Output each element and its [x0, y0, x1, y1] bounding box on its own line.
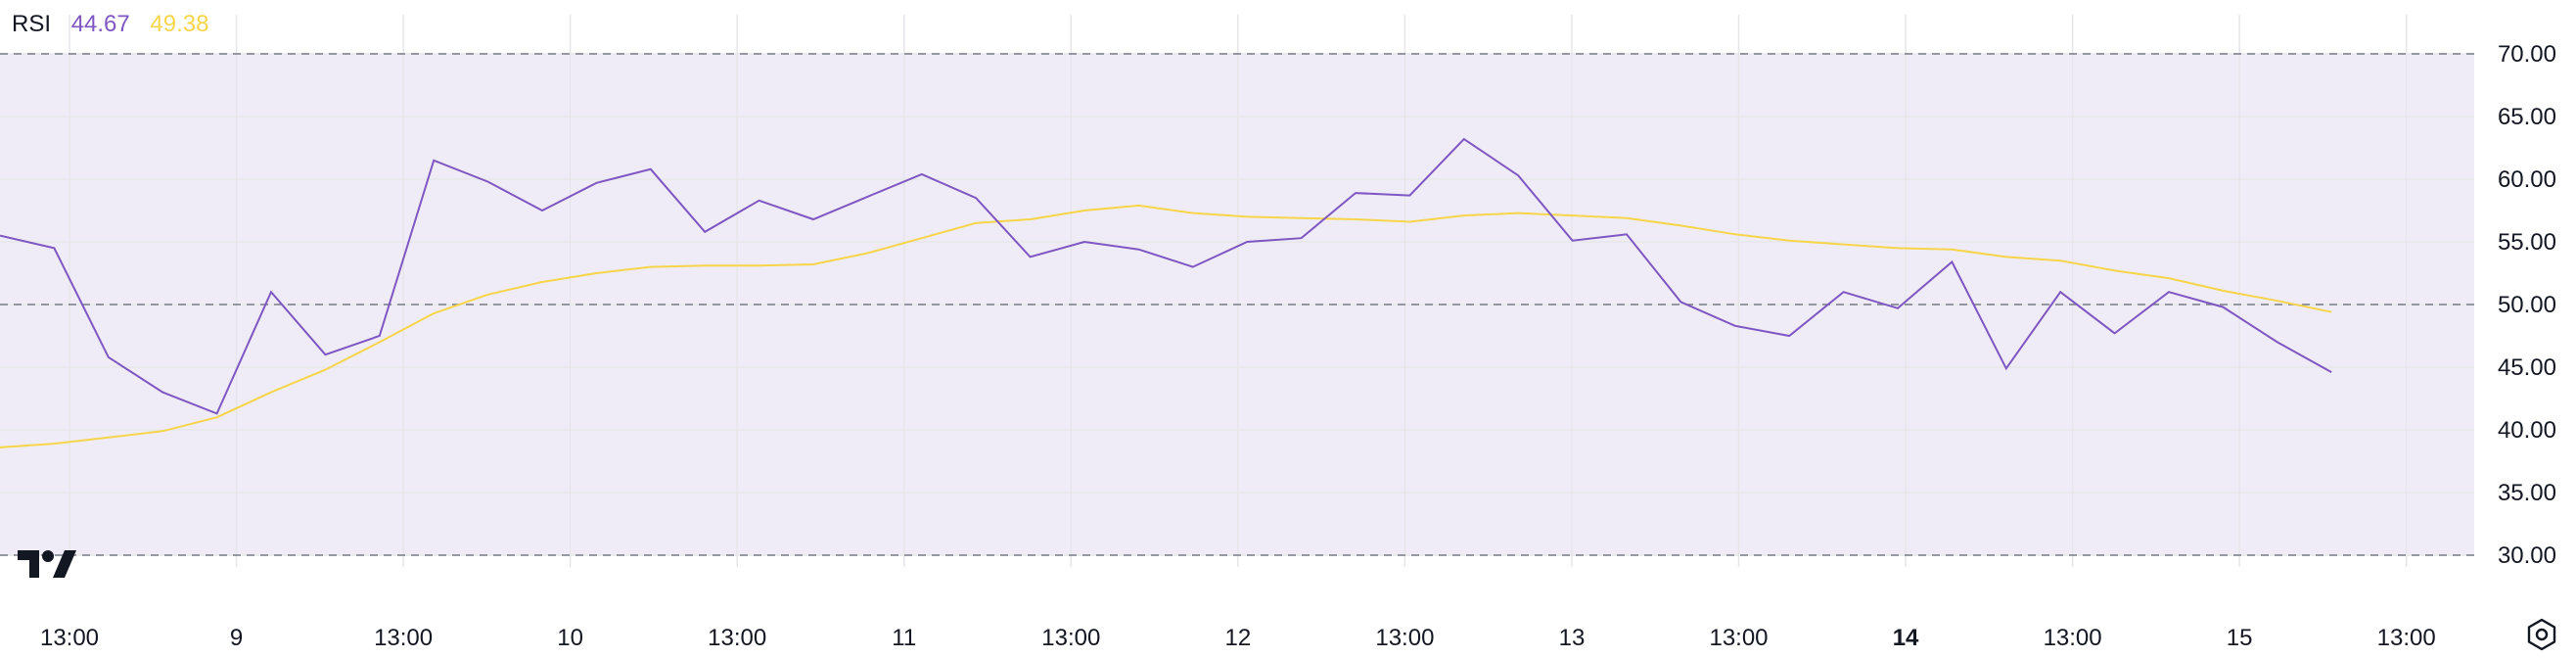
x-tick-label: 9	[230, 625, 243, 651]
rsi-line[interactable]	[0, 137, 2332, 415]
legend: RSI 44.67 49.38	[12, 8, 222, 41]
y-tick-label: 50.00	[2498, 292, 2556, 318]
x-tick-label: 13:00	[708, 625, 766, 651]
tradingview-logo-icon[interactable]	[18, 550, 76, 578]
y-axis-labels: 70.00 65.00 60.00 55.00 50.00 45.00 40.00 35.00…	[2498, 41, 2556, 569]
y-tick-label: 70.00	[2498, 41, 2556, 68]
rsi-ma-line[interactable]	[0, 204, 2332, 448]
ma-value: 49.38	[150, 11, 209, 37]
x-tick-label: 13:00	[374, 625, 433, 651]
x-tick-label: 13:00	[40, 625, 99, 651]
x-tick-label: 15	[2227, 625, 2253, 651]
y-tick-label: 65.00	[2498, 104, 2556, 130]
y-tick-label: 40.00	[2498, 417, 2556, 444]
x-tick-label: 13:00	[2377, 625, 2436, 651]
x-tick-label: 13	[1559, 625, 1586, 651]
y-tick-label: 55.00	[2498, 229, 2556, 256]
x-tick-label: 12	[1224, 625, 1251, 651]
indicator-label[interactable]: RSI	[12, 11, 52, 37]
x-tick-label: 13:00	[2044, 625, 2102, 651]
x-axis-labels: 13:00 9 13:00 10 13:00 11 13:00 12 13:00 13 13:00 1…	[40, 625, 2436, 651]
x-tick-label: 13:00	[1041, 625, 1100, 651]
x-tick-label: 11	[892, 625, 916, 651]
settings-gear-icon[interactable]	[2527, 618, 2556, 651]
x-tick-label: 10	[557, 625, 583, 651]
y-tick-label: 35.00	[2498, 480, 2556, 506]
y-tick-label: 30.00	[2498, 542, 2556, 569]
x-tick-label: 13:00	[1375, 625, 1434, 651]
rsi-value: 44.67	[70, 11, 130, 37]
level-lines	[0, 53, 2474, 556]
x-tick-label: 14	[1893, 625, 1919, 651]
y-tick-label: 45.00	[2498, 354, 2556, 381]
x-tick-label: 13:00	[1709, 625, 1768, 651]
y-tick-label: 60.00	[2498, 166, 2556, 193]
